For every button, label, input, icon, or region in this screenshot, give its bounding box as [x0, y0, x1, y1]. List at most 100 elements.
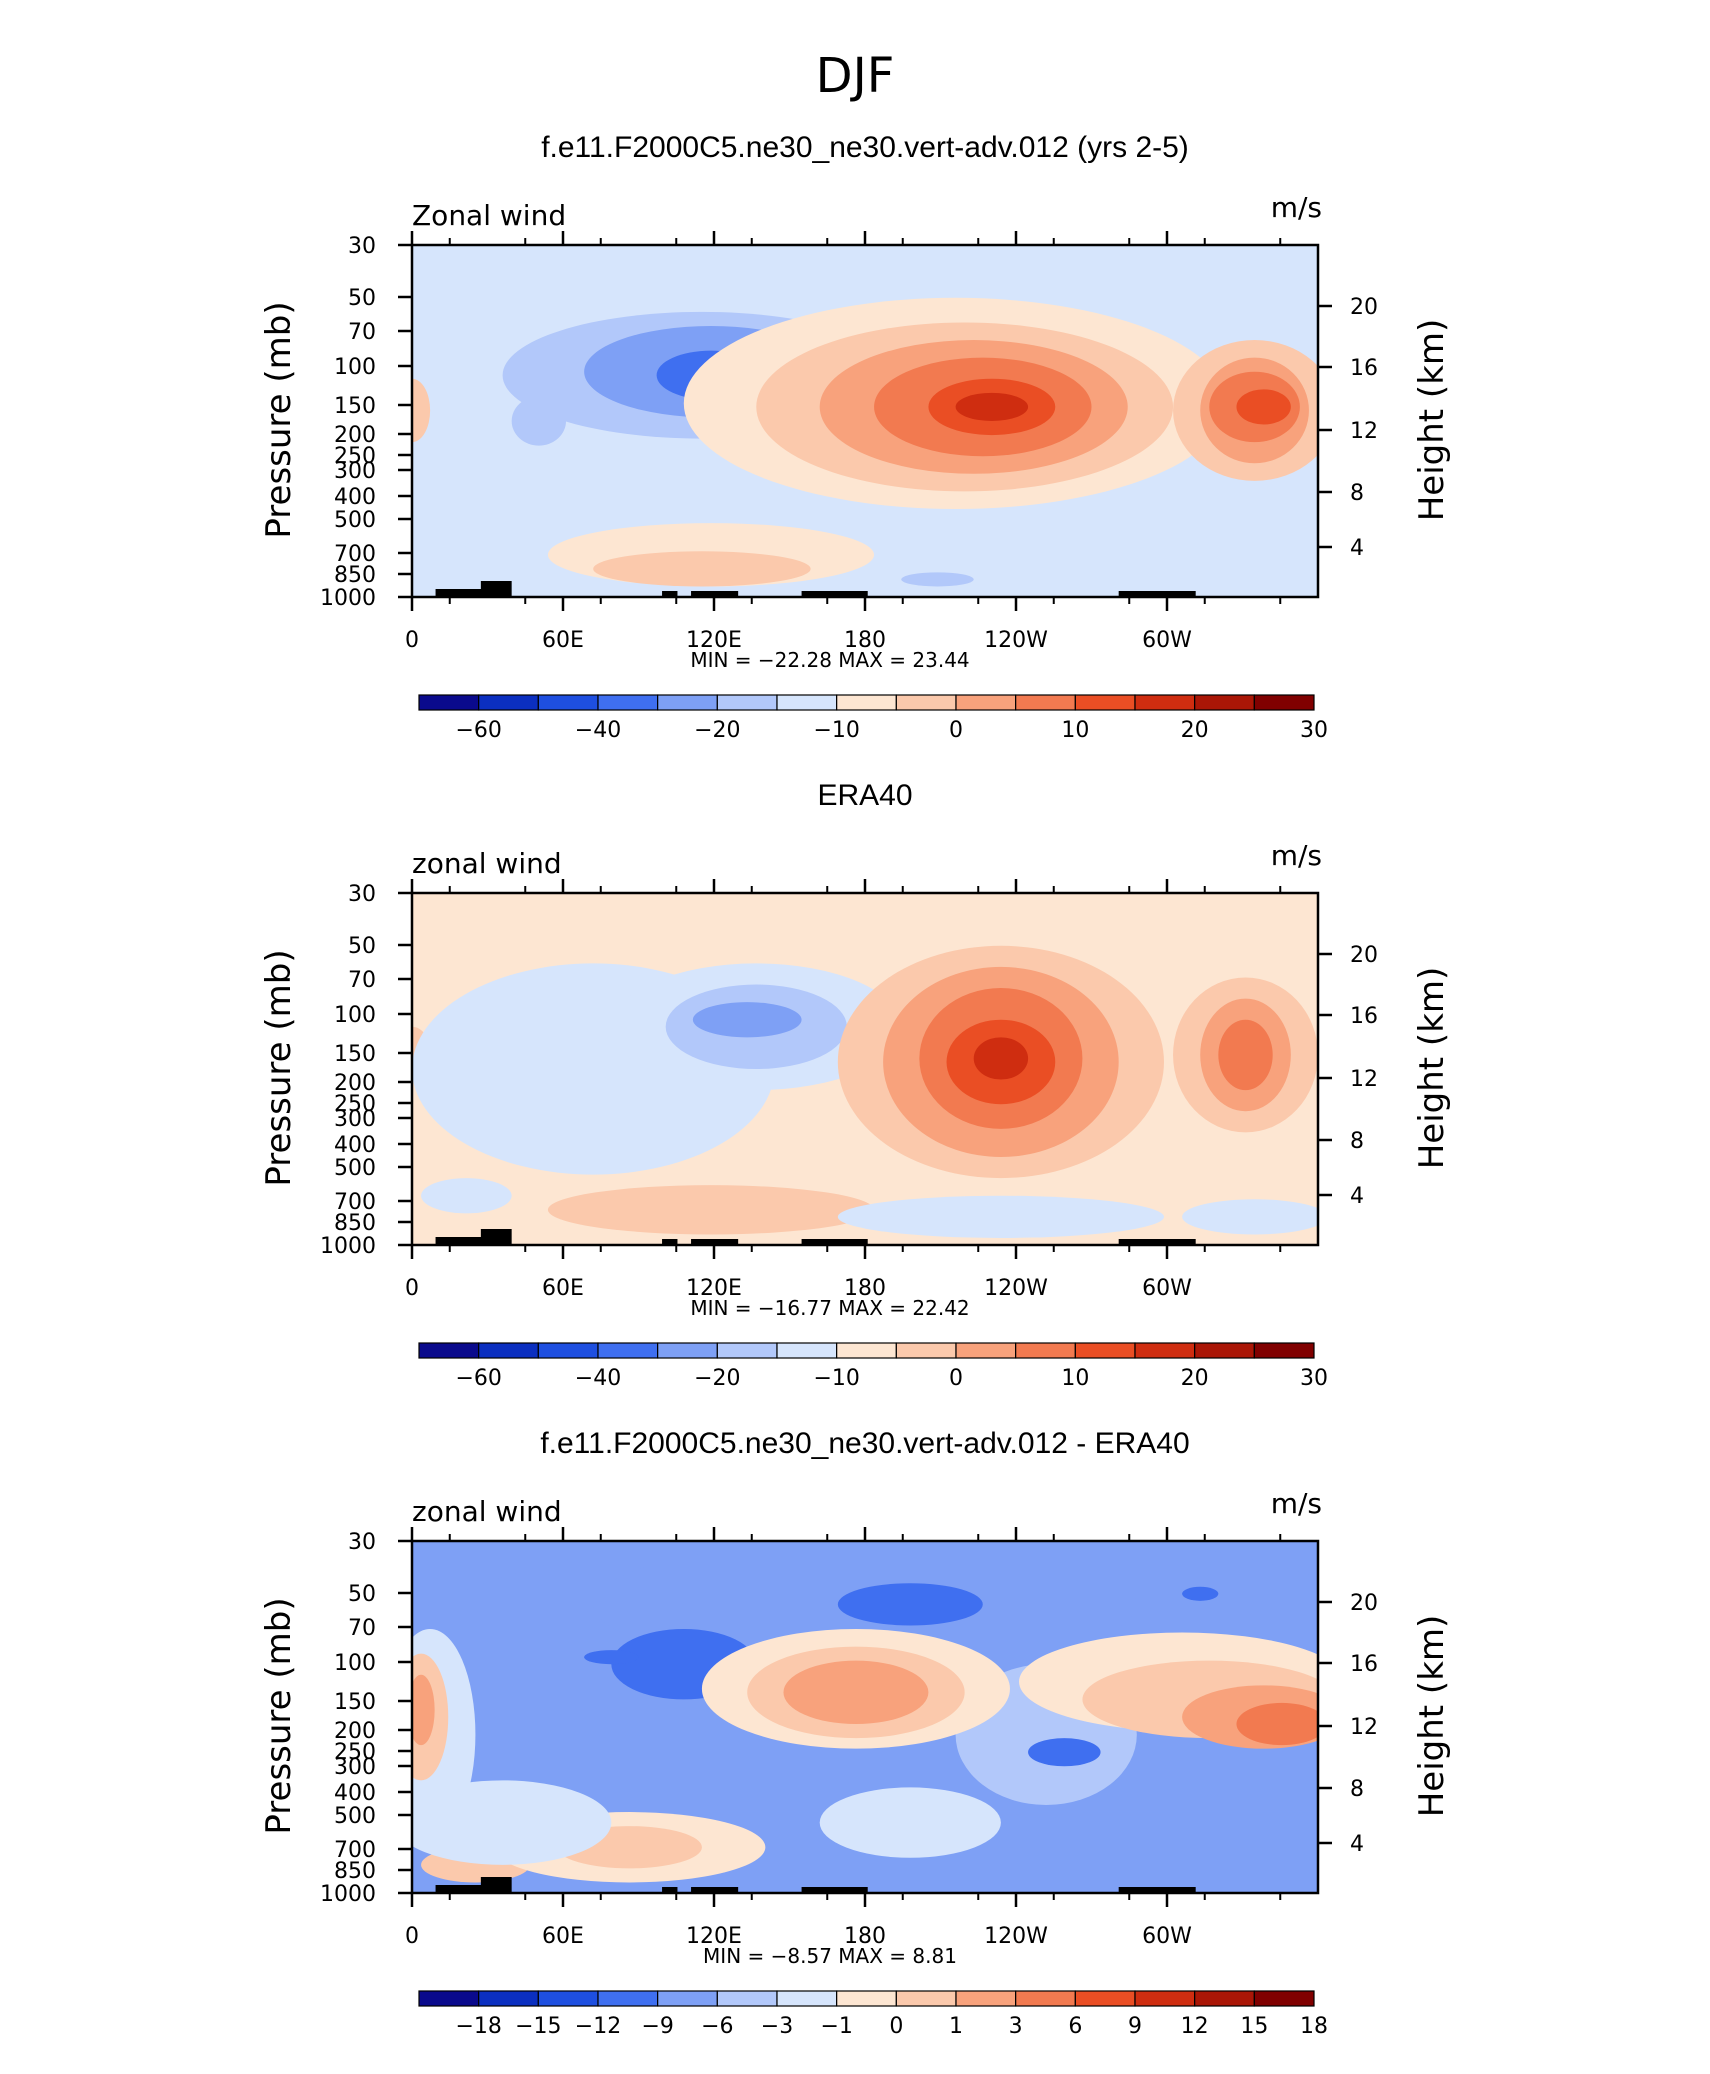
y-tick-label: 1000	[320, 1882, 376, 1907]
colorbar-swatch	[1074, 1990, 1136, 2007]
colorbar-label: −40	[575, 718, 621, 743]
colorbar-swatch	[955, 1342, 1017, 1359]
colorbar-label: 18	[1300, 2014, 1328, 2039]
figure-title: DJF	[816, 48, 895, 104]
y-tick-label: 200	[334, 423, 376, 448]
y-tick-label: 300	[334, 1755, 376, 1780]
x-tick-label: 120E	[686, 628, 742, 653]
left-label: zonal wind	[412, 1495, 562, 1528]
contour-region	[837, 1583, 983, 1626]
y2-tick-label: 4	[1350, 1184, 1364, 1209]
topography	[435, 1885, 494, 1893]
x-tick-label: 0	[405, 628, 419, 653]
y-tick-label: 100	[334, 355, 376, 380]
x-tick-label: 60E	[542, 628, 584, 653]
colorbar-label: −1	[820, 2014, 852, 2039]
colorbar-label: −12	[575, 2014, 621, 2039]
colorbar-swatch	[955, 694, 1017, 711]
y2-tick-label: 16	[1350, 1652, 1378, 1677]
y-tick-label: 850	[334, 1211, 376, 1236]
contour-region	[1236, 389, 1291, 425]
colorbar-label: 0	[949, 1366, 963, 1391]
colorbar-label: 6	[1068, 2014, 1082, 2039]
colorbar-swatch	[895, 1342, 957, 1359]
y-tick-label: 250	[334, 1092, 376, 1117]
x-tick-label: 60W	[1142, 628, 1192, 653]
x-tick-label: 120E	[686, 1924, 742, 1949]
y-tick-label: 50	[348, 286, 376, 311]
colorbar-label: 9	[1128, 2014, 1142, 2039]
colorbar-label: −20	[694, 718, 740, 743]
colorbar-swatch	[418, 694, 480, 711]
contour-region	[1182, 1199, 1318, 1235]
topography	[480, 1877, 512, 1893]
contour-region	[1218, 1019, 1273, 1091]
colorbar-swatch	[1015, 694, 1076, 711]
colorbar-swatch	[955, 1990, 1017, 2007]
y2-tick-label: 12	[1350, 1067, 1378, 1092]
panel-title: f.e11.F2000C5.ne30_ne30.vert-adv.012 - E…	[540, 1427, 1189, 1460]
y2-tick-label: 8	[1350, 1129, 1364, 1154]
colorbar-swatch	[1253, 694, 1315, 711]
x-tick-label: 120E	[686, 1276, 742, 1301]
topography	[435, 1237, 494, 1245]
y2-tick-label: 20	[1350, 295, 1378, 320]
y-tick-label: 70	[348, 968, 376, 993]
colorbar-swatch	[537, 1342, 599, 1359]
y-tick-label: 70	[348, 1616, 376, 1641]
x-tick-label: 120W	[984, 628, 1048, 653]
contour-region	[1028, 1738, 1101, 1767]
x-tick-label: 60E	[542, 1276, 584, 1301]
y-tick-label: 300	[334, 459, 376, 484]
colorbar-swatch	[418, 1990, 480, 2007]
y2-tick-label: 20	[1350, 943, 1378, 968]
contour-region	[547, 1185, 875, 1235]
y-tick-label: 400	[334, 1133, 376, 1158]
y-tick-label: 850	[334, 563, 376, 588]
colorbar-swatch	[716, 694, 778, 711]
y2-tick-label: 16	[1350, 356, 1378, 381]
y-tick-label: 400	[334, 1781, 376, 1806]
colorbar-swatch	[1194, 694, 1255, 711]
x-tick-label: 60E	[542, 1924, 584, 1949]
topography	[801, 1239, 868, 1245]
y-tick-label: 700	[334, 1190, 376, 1215]
y2-axis-label: Height (km)	[1412, 1615, 1452, 1818]
x-tick-label: 0	[405, 1924, 419, 1949]
y-tick-label: 250	[334, 444, 376, 469]
colorbar: −18 −15 −12 −9 −6 −3 −1 0 1 3 6 9 12 15 18	[418, 1990, 1328, 2039]
y-tick-label: 100	[334, 1003, 376, 1028]
colorbar-label: −3	[761, 2014, 793, 2039]
y-tick-label: 30	[348, 882, 376, 907]
colorbar-swatch	[657, 694, 718, 711]
y2-axis-label: Height (km)	[1412, 319, 1452, 522]
contour-region	[783, 1660, 929, 1725]
colorbar-label: 20	[1181, 718, 1209, 743]
y-tick-label: 1000	[320, 1234, 376, 1259]
colorbar-swatch	[418, 1342, 480, 1359]
colorbar-swatch	[478, 1990, 539, 2007]
y2-axis-label: Height (km)	[1412, 967, 1452, 1170]
x-tick-label: 120W	[984, 1276, 1048, 1301]
panel-3: f.e11.F2000C5.ne30_ne30.vert-adv.012 - E…	[259, 1427, 1452, 2039]
topography	[480, 1229, 512, 1245]
colorbar-swatch	[1015, 1990, 1076, 2007]
contour-region	[421, 1178, 512, 1214]
colorbar-label: −9	[641, 2014, 673, 2039]
y2-tick-label: 8	[1350, 481, 1364, 506]
contour-field	[412, 893, 1318, 1245]
colorbar-label: 0	[949, 718, 963, 743]
colorbar-label: 20	[1181, 1366, 1209, 1391]
colorbar-swatch	[537, 1990, 599, 2007]
y-tick-label: 150	[334, 1042, 376, 1067]
colorbar-swatch	[657, 1990, 718, 2007]
x-tick-label: 120W	[984, 1924, 1048, 1949]
y-tick-label: 50	[348, 1582, 376, 1607]
colorbar-label: 30	[1300, 718, 1328, 743]
y2-tick-label: 8	[1350, 1777, 1364, 1802]
contour-region	[1182, 1586, 1219, 1601]
y2-tick-label: 16	[1350, 1004, 1378, 1029]
topography	[801, 591, 868, 597]
colorbar-label: −18	[455, 2014, 501, 2039]
